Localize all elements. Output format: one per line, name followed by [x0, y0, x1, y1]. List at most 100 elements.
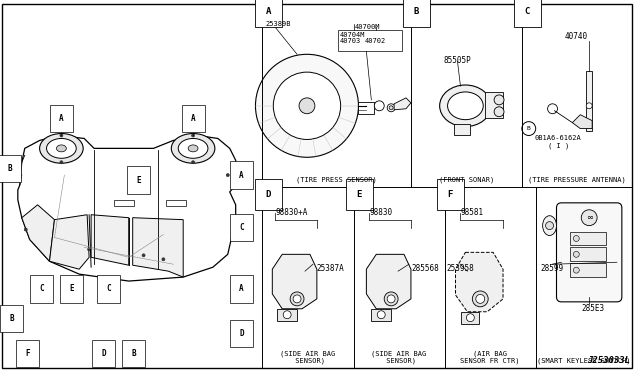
Text: C: C — [39, 285, 44, 294]
Text: 98581: 98581 — [460, 208, 484, 217]
Circle shape — [573, 235, 579, 241]
Circle shape — [387, 295, 395, 303]
Text: E: E — [356, 190, 362, 199]
Ellipse shape — [543, 216, 557, 235]
Ellipse shape — [172, 134, 215, 163]
Text: ( I ): ( I ) — [548, 142, 569, 149]
Bar — [570, 247, 606, 261]
Text: 28599: 28599 — [541, 264, 564, 273]
Text: A: A — [59, 114, 64, 123]
Polygon shape — [454, 124, 470, 135]
Text: C: C — [107, 285, 111, 294]
Circle shape — [227, 174, 229, 177]
Bar — [570, 263, 606, 277]
Circle shape — [191, 134, 195, 137]
Circle shape — [273, 72, 340, 140]
Circle shape — [389, 106, 393, 110]
Text: 253958: 253958 — [447, 264, 474, 273]
Circle shape — [60, 161, 63, 164]
FancyBboxPatch shape — [557, 203, 622, 302]
Text: (AIR BAG
SENSOR FR CTR): (AIR BAG SENSOR FR CTR) — [460, 350, 520, 364]
Polygon shape — [394, 98, 411, 110]
Polygon shape — [456, 252, 503, 312]
Text: 40700M: 40700M — [355, 23, 380, 30]
Polygon shape — [572, 115, 592, 129]
Text: 25389B: 25389B — [266, 20, 291, 27]
Bar — [570, 231, 606, 246]
Ellipse shape — [447, 92, 483, 120]
Circle shape — [581, 210, 597, 225]
Text: 25387A: 25387A — [317, 264, 344, 273]
Circle shape — [377, 311, 385, 319]
Text: (SIDE AIR BAG
 SENSOR): (SIDE AIR BAG SENSOR) — [280, 350, 335, 364]
Text: 40703: 40703 — [340, 38, 361, 45]
Text: J253033L: J253033L — [587, 356, 630, 365]
Text: A: A — [239, 171, 244, 180]
Polygon shape — [366, 254, 411, 309]
Text: 40740: 40740 — [564, 32, 588, 41]
Text: C: C — [239, 223, 244, 232]
Text: (SIDE AIR BAG
 SENSOR): (SIDE AIR BAG SENSOR) — [371, 350, 427, 364]
Text: 98830+A: 98830+A — [275, 208, 308, 217]
Text: (TIRE PRESS SENSOR): (TIRE PRESS SENSOR) — [296, 177, 377, 183]
Text: 40704M: 40704M — [340, 32, 365, 38]
Text: C: C — [525, 7, 530, 16]
Circle shape — [586, 103, 592, 109]
Text: F: F — [26, 349, 30, 358]
Bar — [114, 200, 134, 206]
Polygon shape — [91, 215, 129, 265]
Polygon shape — [461, 312, 479, 324]
Circle shape — [284, 311, 291, 319]
Bar — [338, 29, 402, 51]
Text: D: D — [266, 190, 271, 199]
Bar — [358, 102, 374, 114]
Text: E: E — [136, 176, 141, 185]
Text: ∞: ∞ — [586, 213, 593, 222]
Circle shape — [384, 292, 398, 306]
Bar — [586, 71, 592, 131]
Circle shape — [573, 251, 579, 257]
Circle shape — [60, 134, 63, 137]
Circle shape — [162, 258, 165, 261]
Text: (SMART KEYLESS SWITCH): (SMART KEYLESS SWITCH) — [537, 358, 630, 364]
Ellipse shape — [188, 145, 198, 152]
Text: D: D — [102, 349, 106, 358]
Text: B: B — [10, 314, 14, 323]
Text: 0B1A6-6162A: 0B1A6-6162A — [534, 135, 582, 141]
Circle shape — [548, 104, 557, 114]
Text: 285E3: 285E3 — [581, 304, 604, 313]
Ellipse shape — [40, 134, 83, 163]
Polygon shape — [49, 215, 89, 269]
Text: A: A — [266, 7, 271, 16]
Text: A: A — [191, 114, 195, 123]
Circle shape — [293, 295, 301, 303]
Circle shape — [191, 161, 195, 164]
Circle shape — [255, 54, 358, 157]
Polygon shape — [18, 135, 237, 281]
Text: E: E — [69, 285, 74, 294]
Text: A: A — [239, 285, 244, 294]
Ellipse shape — [178, 138, 208, 158]
Circle shape — [142, 254, 145, 257]
Polygon shape — [371, 309, 391, 321]
Ellipse shape — [56, 145, 67, 152]
Circle shape — [573, 267, 579, 273]
Text: (FRONT SONAR): (FRONT SONAR) — [439, 177, 494, 183]
Text: 285568: 285568 — [411, 264, 438, 273]
Circle shape — [467, 314, 474, 322]
Polygon shape — [277, 309, 297, 321]
Circle shape — [88, 248, 91, 251]
Circle shape — [494, 95, 504, 105]
Circle shape — [374, 101, 384, 111]
Circle shape — [476, 294, 484, 303]
Text: B: B — [8, 164, 12, 173]
Text: 40702: 40702 — [364, 38, 386, 45]
Text: B: B — [527, 126, 531, 131]
Circle shape — [299, 98, 315, 114]
Circle shape — [522, 122, 536, 135]
Text: D: D — [239, 329, 244, 338]
Circle shape — [472, 291, 488, 307]
Ellipse shape — [47, 138, 76, 158]
Polygon shape — [132, 218, 183, 277]
Bar — [485, 92, 503, 118]
